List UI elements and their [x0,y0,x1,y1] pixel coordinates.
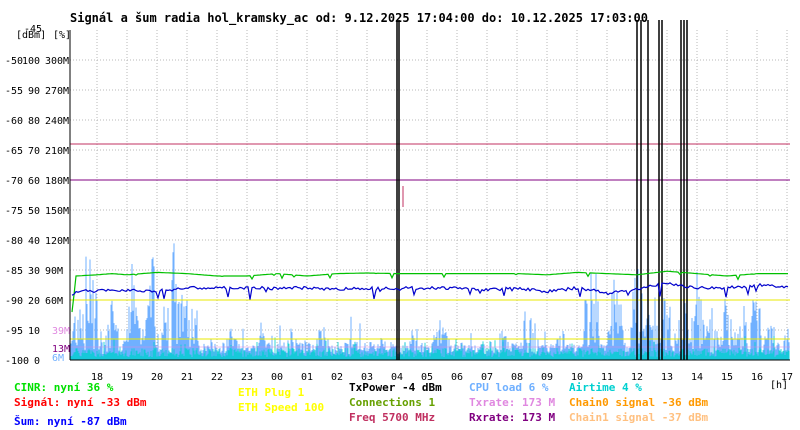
percent-tick-label: 70 [28,146,40,157]
dbm-tick-label: -65 [5,146,23,157]
legend-item-txrate: Txrate: 173 M [469,396,556,409]
x-tick-label: 15 [721,372,733,383]
legend-item-chain0: Chain0 signal -36 dBm [569,396,709,409]
dbm-tick-label: -75 [5,206,23,217]
x-tick-label: 04 [391,372,403,383]
legend-item-eth_speed: ETH Speed 100 [238,401,325,414]
x-tick-label: 17 [781,372,793,383]
cpu-marker-label: 6M [52,353,64,364]
x-tick-label: 07 [481,372,493,383]
x-tick-label: 05 [421,372,433,383]
x-tick-label: 01 [301,372,313,383]
percent-tick-label: 100 [22,56,40,67]
series-lines [71,270,789,313]
x-tick-label: 02 [331,372,343,383]
x-tick-label: 11 [601,372,613,383]
percent-tick-label: 10 [28,326,40,337]
dbm-tick-label: -60 [5,116,23,127]
black-vertical-lines [396,20,688,360]
series-cinr-line [71,270,788,313]
legend-item-chain1: Chain1 signal -37 dBm [569,411,709,424]
percent-tick-label: 50 [28,206,40,217]
legend-item-rxrate: Rxrate: 173 M [469,411,556,424]
x-tick-label: 20 [151,372,163,383]
axis-top-label: -45 [24,24,43,35]
x-tick-label: 14 [691,372,703,383]
legend-item-eth_plug: ETH Plug 1 [238,386,305,399]
x-tick-label: 06 [451,372,463,383]
rate-tick-label: 240M [45,116,69,127]
legend-item-signal: Signál: nyní -33 dBm [14,396,147,409]
rate-tick-label: 90M [45,266,63,277]
percent-tick-label: 20 [28,296,40,307]
rate-tick-label: 60M [45,296,63,307]
rate-tick-label: 300M [45,56,69,67]
x-tick-label: 08 [511,372,523,383]
x-tick-label: 09 [541,372,553,383]
dbm-tick-label: -80 [5,236,23,247]
x-tick-label: 21 [181,372,193,383]
percent-tick-label: 40 [28,236,40,247]
x-tick-label: 22 [211,372,223,383]
legend-item-txpower: TxPower -4 dBm [349,381,442,394]
x-tick-label: 03 [361,372,373,383]
legend-item-cinr: CINR: nyní 36 % [14,381,114,394]
percent-tick-label: 60 [28,176,40,187]
chart-title: Signál a šum radia hol_kramsky_ac od: 9.… [70,11,648,25]
percent-tick-label: 0 [34,356,40,367]
dbm-tick-label: -50 [5,56,23,67]
x-tick-label: 18 [91,372,103,383]
rate-tick-label: 180M [45,176,69,187]
x-tick-label: 23 [241,372,253,383]
rate-tick-label: 150M [45,206,69,217]
dbm-tick-label: -95 [5,326,23,337]
unit-dbm: [dBm] [16,30,47,41]
rate-tick-label: 120M [45,236,69,247]
dbm-tick-label: -100 [5,356,29,367]
percent-tick-label: 80 [28,116,40,127]
series-noise-line [71,282,789,300]
legend-item-connections: Connections 1 [349,396,436,409]
percent-tick-label: 30 [28,266,40,277]
txrate-marker-label: 39M [52,326,70,337]
legend-item-freq: Freq 5700 MHz [349,411,436,424]
unit-percent: [%] [53,30,72,41]
rate-tick-label: 270M [45,86,69,97]
dbm-tick-label: -90 [5,296,23,307]
x-tick-label: 19 [121,372,133,383]
x-tick-label: 12 [631,372,643,383]
rate-tick-label: 210M [45,146,69,157]
dbm-tick-label: -70 [5,176,23,187]
unit-hours: [h] [770,380,789,391]
legend-item-noise: Šum: nyní -87 dBm [14,415,127,428]
axes [69,30,790,361]
percent-tick-label: 90 [28,86,40,97]
reference-lines [70,143,790,340]
x-tick-label: 00 [271,372,283,383]
series-area [70,243,790,360]
x-tick-label: 10 [571,372,583,383]
dbm-tick-label: -85 [5,266,23,277]
x-tick-label: 16 [751,372,763,383]
legend-item-airtime: Airtime 4 % [569,381,642,394]
dbm-tick-label: -55 [5,86,23,97]
rxrate-marker-label: 13M [52,344,70,355]
x-tick-label: 13 [661,372,673,383]
legend-item-cpu: CPU load 6 % [469,381,549,394]
